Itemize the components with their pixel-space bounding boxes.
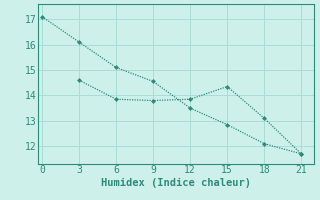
X-axis label: Humidex (Indice chaleur): Humidex (Indice chaleur) <box>101 178 251 188</box>
